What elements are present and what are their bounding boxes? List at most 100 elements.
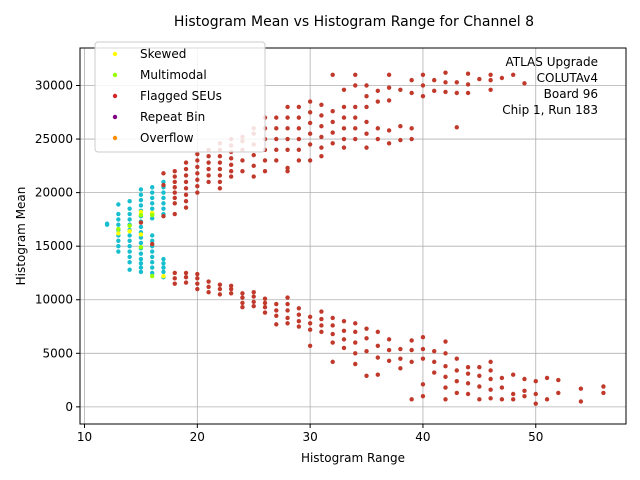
point-flagged-seus xyxy=(443,351,448,356)
point-flagged-seus xyxy=(488,387,493,392)
legend-label-flagged-seus: Flagged SEUs xyxy=(140,89,222,103)
point-flagged-seus xyxy=(465,391,471,397)
point-normal xyxy=(138,261,144,266)
point-flagged-seus xyxy=(285,168,290,174)
point-normal xyxy=(127,198,132,204)
point-normal xyxy=(116,202,121,207)
point-flagged-seus xyxy=(228,168,234,174)
point-normal xyxy=(116,238,121,244)
point-normal xyxy=(127,243,132,249)
x-tick-label: 10 xyxy=(77,430,92,444)
point-flagged-seus xyxy=(353,361,358,367)
point-flagged-seus xyxy=(454,125,459,130)
point-skewed xyxy=(138,232,144,237)
point-flagged-seus xyxy=(353,136,358,142)
point-flagged-seus xyxy=(195,183,200,189)
point-normal xyxy=(138,240,144,246)
point-flagged-seus xyxy=(285,301,290,307)
point-flagged-seus xyxy=(296,312,302,317)
x-axis-ticks: 10 20 30 40 50 xyxy=(77,424,543,444)
point-flagged-seus xyxy=(274,115,279,120)
point-flagged-seus xyxy=(240,305,245,310)
point-flagged-seus xyxy=(386,72,392,77)
point-flagged-seus xyxy=(206,153,211,159)
point-flagged-seus xyxy=(420,356,426,361)
point-flagged-seus xyxy=(172,201,177,206)
point-flagged-seus xyxy=(364,336,369,341)
point-flagged-seus xyxy=(172,179,177,185)
point-flagged-seus xyxy=(161,171,166,176)
point-flagged-seus xyxy=(488,396,493,401)
point-flagged-seus xyxy=(183,198,189,204)
point-flagged-seus xyxy=(172,270,177,276)
point-flagged-seus xyxy=(161,213,166,219)
point-flagged-seus xyxy=(206,166,211,172)
y-tick-label: 30000 xyxy=(35,78,73,92)
point-flagged-seus xyxy=(510,391,516,397)
point-normal xyxy=(149,201,155,206)
point-flagged-seus xyxy=(578,399,584,404)
point-flagged-seus xyxy=(240,300,245,306)
point-normal xyxy=(149,249,155,254)
point-normal xyxy=(127,217,132,222)
point-flagged-seus xyxy=(195,190,200,195)
point-normal xyxy=(149,185,155,190)
point-flagged-seus xyxy=(172,281,177,286)
point-flagged-seus xyxy=(183,205,189,210)
x-tick-label: 30 xyxy=(302,430,317,444)
point-normal xyxy=(161,269,166,275)
point-normal xyxy=(116,243,121,249)
point-flagged-seus xyxy=(499,75,505,81)
point-flagged-seus xyxy=(398,356,403,361)
point-flagged-seus xyxy=(172,195,177,201)
point-flagged-seus xyxy=(375,88,381,94)
point-flagged-seus xyxy=(262,158,268,163)
point-flagged-seus xyxy=(443,80,448,85)
y-tick-label: 15000 xyxy=(35,239,73,253)
point-flagged-seus xyxy=(353,351,358,356)
point-flagged-seus xyxy=(454,378,459,384)
point-flagged-seus xyxy=(285,126,290,131)
point-flagged-seus xyxy=(274,147,279,152)
point-flagged-seus xyxy=(386,358,392,363)
point-flagged-seus xyxy=(409,338,414,343)
point-flagged-seus xyxy=(206,179,211,185)
point-flagged-seus xyxy=(510,72,516,77)
point-flagged-seus xyxy=(274,322,279,327)
point-flagged-seus xyxy=(341,136,347,142)
point-flagged-seus xyxy=(409,90,414,96)
point-flagged-seus xyxy=(217,153,223,159)
point-flagged-seus xyxy=(217,173,223,178)
point-flagged-seus xyxy=(386,98,392,103)
annotation-line: ATLAS Upgrade xyxy=(505,55,598,69)
point-flagged-seus xyxy=(420,382,426,387)
point-flagged-seus xyxy=(206,279,211,284)
point-flagged-seus xyxy=(386,347,392,353)
legend-label-skewed: Skewed xyxy=(140,47,186,61)
point-flagged-seus xyxy=(341,145,347,150)
point-flagged-seus xyxy=(149,241,155,247)
point-flagged-seus xyxy=(465,381,471,386)
point-flagged-seus xyxy=(161,182,166,188)
point-flagged-seus xyxy=(319,134,324,140)
point-flagged-seus xyxy=(443,89,448,95)
point-flagged-seus xyxy=(409,397,414,402)
point-flagged-seus xyxy=(307,99,313,104)
point-flagged-seus xyxy=(375,355,381,360)
point-flagged-seus xyxy=(364,83,369,88)
point-flagged-seus xyxy=(251,163,256,169)
point-flagged-seus xyxy=(274,301,279,307)
point-normal xyxy=(149,254,155,260)
point-normal xyxy=(161,256,166,262)
point-flagged-seus xyxy=(307,158,313,163)
point-flagged-seus xyxy=(341,318,347,324)
point-normal xyxy=(149,260,155,265)
point-flagged-seus xyxy=(285,321,290,326)
point-normal xyxy=(161,206,166,211)
point-flagged-seus xyxy=(341,126,347,131)
point-flagged-seus xyxy=(330,72,335,77)
point-flagged-seus xyxy=(319,329,324,335)
point-flagged-seus xyxy=(307,327,313,332)
point-flagged-seus xyxy=(341,87,347,92)
point-flagged-seus xyxy=(206,160,211,165)
